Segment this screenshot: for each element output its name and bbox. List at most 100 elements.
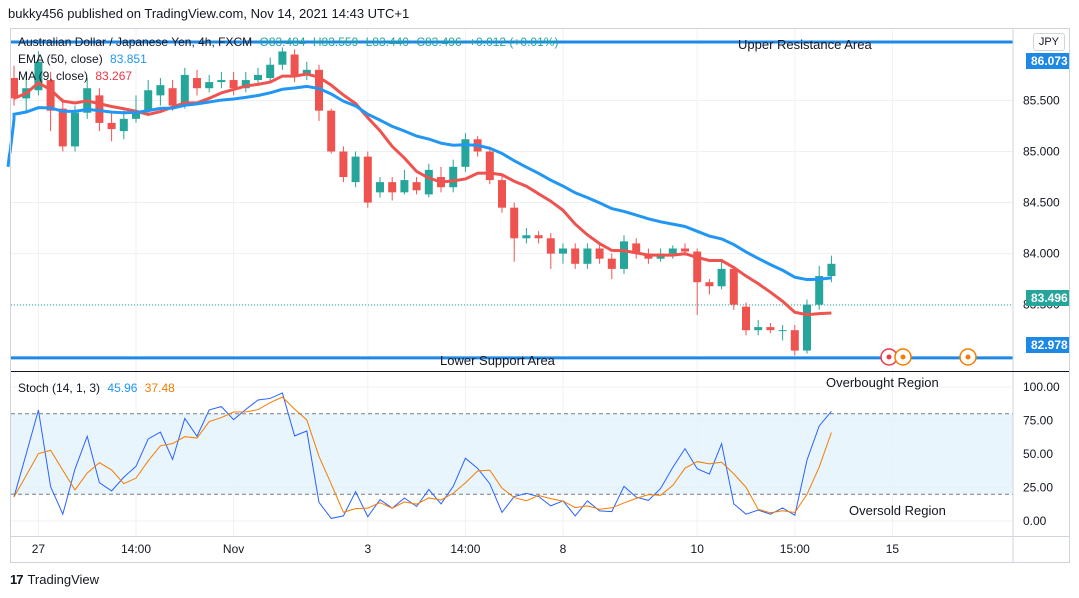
symbol-label: Australian Dollar / Japanese Yen, 4h, FX…	[18, 35, 253, 49]
tradingview-logo-icon: 17	[10, 572, 24, 587]
candle-body	[144, 90, 153, 111]
price-tick-label: 84.000	[1023, 247, 1060, 261]
candle-body	[754, 327, 763, 331]
stoch-band	[11, 413, 1013, 495]
candle-body	[595, 248, 604, 259]
close-value: C83.496	[416, 35, 462, 49]
candle-body	[168, 88, 177, 106]
candle-body	[58, 108, 67, 147]
candle-body	[107, 122, 116, 130]
stoch-d-value: 37.48	[144, 381, 175, 395]
event-marker-dot	[886, 354, 892, 360]
candle-body	[510, 207, 519, 239]
candle-body	[693, 251, 702, 283]
candle-body	[498, 180, 506, 208]
candle-body	[339, 151, 348, 178]
time-tick-label: Nov	[223, 542, 244, 556]
footer-brand: TradingView	[27, 572, 100, 587]
indicator-lines	[6, 72, 832, 519]
candle-body	[327, 110, 336, 152]
publish-line: bukky456 published on TradingView.com, N…	[8, 6, 410, 21]
candle-body	[156, 85, 165, 96]
time-tick-label: 8	[560, 542, 567, 556]
candle-body	[681, 248, 689, 252]
resistance-badge: 86.073	[1026, 53, 1070, 69]
time-tick-label: 3	[364, 542, 371, 556]
candle-body	[583, 248, 592, 264]
candle-body	[449, 166, 458, 188]
stoch-d-line	[13, 396, 832, 514]
candle-body	[278, 51, 287, 65]
event-marker-dot	[965, 354, 971, 360]
candle-body	[790, 330, 799, 351]
time-tick-label: 15	[886, 542, 900, 556]
candle-body	[534, 235, 543, 239]
candle-body	[827, 263, 836, 277]
stoch-tick-label: 50.00	[1023, 447, 1053, 461]
candle-body	[522, 235, 531, 239]
currency-button[interactable]: JPY	[1032, 33, 1065, 51]
stoch-k-line	[13, 392, 832, 519]
high-value: H83.559	[312, 35, 359, 49]
candle-body	[376, 182, 384, 193]
ma-line	[13, 72, 832, 317]
time-tick-label: 15:00	[780, 542, 810, 556]
candle-body	[10, 78, 18, 99]
low-value: L83.440	[365, 35, 409, 49]
candle-body	[229, 80, 238, 89]
candle-body	[34, 61, 43, 91]
ma-legend: MA (9, close) 83.267	[18, 69, 136, 83]
candle-body	[742, 306, 750, 331]
candles	[10, 47, 836, 356]
stoch-legend: Stoch (14, 1, 3) 45.96 37.48	[18, 381, 179, 395]
price-tick-label: 85.500	[1023, 93, 1060, 107]
candle-body	[632, 243, 641, 254]
time-tick-label: 10	[691, 542, 705, 556]
candle-body	[46, 80, 55, 111]
candle-body	[705, 282, 714, 287]
ema-label: EMA (50, close)	[18, 52, 103, 66]
candle-body	[546, 238, 555, 254]
candle-body	[620, 241, 628, 269]
candle-body	[205, 82, 214, 89]
candle-body	[180, 74, 189, 106]
current-price-badge: 83.496	[1026, 290, 1070, 306]
price-tick-label: 84.500	[1023, 196, 1060, 210]
candle-body	[424, 169, 433, 195]
upper-resistance-label: Upper Resistance Area	[738, 37, 872, 52]
candle-body	[571, 248, 580, 264]
oversold-label: Oversold Region	[849, 503, 946, 518]
candle-body	[71, 112, 79, 147]
price-tick-label: 85.000	[1023, 145, 1060, 159]
lower-support-label: Lower Support Area	[440, 353, 555, 368]
stoch-label: Stoch (14, 1, 3)	[18, 381, 101, 395]
time-tick-label: 27	[32, 542, 46, 556]
stoch-tick-label: 100.00	[1023, 380, 1060, 394]
candle-body	[217, 80, 226, 83]
candle-body	[388, 182, 397, 193]
candle-body	[119, 118, 128, 132]
candle-body	[815, 276, 824, 305]
candle-body	[412, 182, 421, 191]
support-badge: 82.978	[1026, 337, 1070, 353]
time-tick-label: 14:00	[121, 542, 151, 556]
stoch-tick-label: 0.00	[1023, 514, 1047, 528]
candle-body	[315, 69, 323, 111]
change-value: +0.012 (+0.01%)	[469, 35, 559, 49]
candle-body	[193, 78, 201, 89]
candle-body	[729, 268, 738, 305]
open-value: O83.484	[259, 35, 306, 49]
candle-body	[485, 151, 494, 181]
stoch-tick-label: 25.00	[1023, 481, 1053, 495]
candle-body	[290, 54, 299, 75]
candle-body	[559, 248, 567, 254]
candle-body	[266, 64, 275, 79]
main-legend: Australian Dollar / Japanese Yen, 4h, FX…	[18, 35, 562, 49]
candle-body	[778, 330, 787, 332]
axes: 85.50085.00084.50084.00083.500100.0075.0…	[11, 29, 1069, 563]
overbought-label: Overbought Region	[826, 375, 939, 390]
level-lines	[11, 40, 1013, 360]
candle-body	[254, 74, 262, 81]
footer: 17 TradingView	[10, 572, 99, 587]
